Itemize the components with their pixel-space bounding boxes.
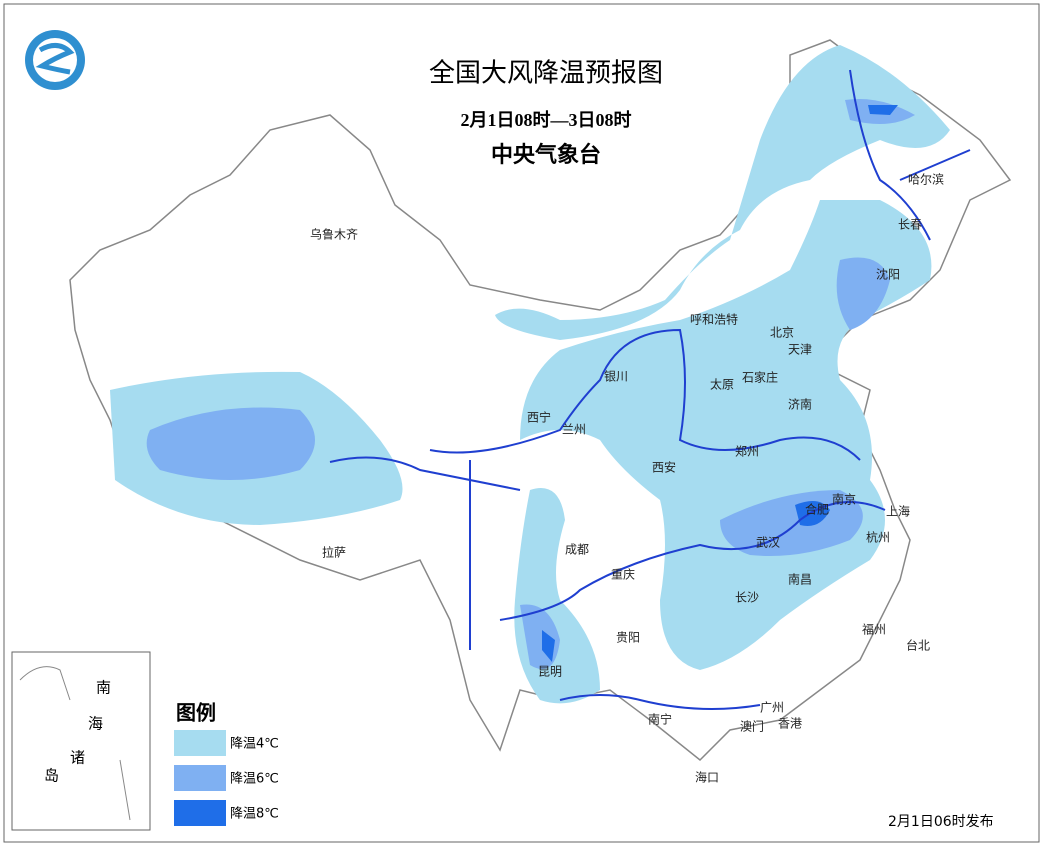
city-label: 上海 <box>886 504 910 519</box>
city-label: 拉萨 <box>322 545 346 560</box>
city-label: 台北 <box>906 638 930 653</box>
city-label: 济南 <box>788 397 812 412</box>
legend-label: 降温4℃ <box>230 737 279 752</box>
map-period: 2月1日08时—3日08时 <box>461 110 632 130</box>
legend-swatch <box>174 800 226 826</box>
city-label: 长春 <box>898 218 922 232</box>
city-label: 天津 <box>788 343 812 357</box>
city-label: 成都 <box>565 543 589 557</box>
city-label: 重庆 <box>611 568 635 582</box>
map-issuer: 中央气象台 <box>491 142 601 168</box>
city-label: 长沙 <box>735 591 759 605</box>
legend-swatch <box>174 765 226 791</box>
city-label: 北京 <box>770 326 794 340</box>
city-label: 昆明 <box>538 665 562 679</box>
city-label: 太原 <box>710 377 734 392</box>
legend-label: 降温6℃ <box>230 772 279 787</box>
rivers <box>329 69 971 710</box>
city-label: 乌鲁木齐 <box>310 227 358 242</box>
inset-label: 南 <box>96 679 111 697</box>
city-label: 合肥 <box>805 502 829 517</box>
city-label: 武汉 <box>756 536 780 550</box>
inset-label: 海 <box>88 715 103 733</box>
city-label: 南昌 <box>788 572 812 587</box>
city-label: 海口 <box>695 770 719 785</box>
city-label: 广州 <box>760 701 784 715</box>
city-label: 银川 <box>604 370 628 384</box>
city-label: 南宁 <box>648 712 672 727</box>
logo <box>25 30 85 90</box>
city-label: 西安 <box>652 460 676 475</box>
release-time: 2月1日06时发布 <box>888 814 994 830</box>
city-label: 哈尔滨 <box>908 172 944 187</box>
city-label: 福州 <box>862 622 886 637</box>
city-label: 贵阳 <box>616 631 640 645</box>
city-label: 兰州 <box>562 423 586 437</box>
cooling-areas <box>110 45 950 704</box>
city-label: 澳门 <box>740 719 764 734</box>
inset-label: 岛 <box>44 767 59 785</box>
map-title: 全国大风降温预报图 <box>429 59 663 89</box>
city-label: 杭州 <box>866 530 890 545</box>
city-label: 呼和浩特 <box>690 312 738 327</box>
legend-swatch <box>174 730 226 756</box>
city-label: 香港 <box>778 717 802 731</box>
city-label: 沈阳 <box>876 267 900 282</box>
city-label: 南京 <box>832 492 856 507</box>
legend-label: 降温8℃ <box>230 807 279 822</box>
inset-label: 诸 <box>70 749 85 767</box>
legend-title: 图例 <box>176 701 216 725</box>
city-label: 石家庄 <box>742 370 778 385</box>
inset <box>11 651 151 831</box>
city-label: 西宁 <box>527 410 551 425</box>
city-label: 郑州 <box>735 444 759 459</box>
